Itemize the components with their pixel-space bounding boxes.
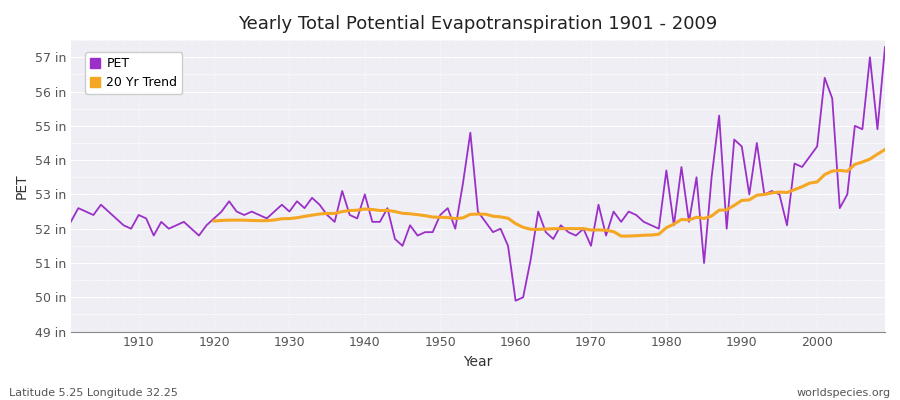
Title: Yearly Total Potential Evapotranspiration 1901 - 2009: Yearly Total Potential Evapotranspiratio… xyxy=(238,15,717,33)
Y-axis label: PET: PET xyxy=(15,173,29,199)
Legend: PET, 20 Yr Trend: PET, 20 Yr Trend xyxy=(86,52,183,94)
X-axis label: Year: Year xyxy=(464,355,492,369)
Text: Latitude 5.25 Longitude 32.25: Latitude 5.25 Longitude 32.25 xyxy=(9,388,178,398)
Text: worldspecies.org: worldspecies.org xyxy=(796,388,891,398)
